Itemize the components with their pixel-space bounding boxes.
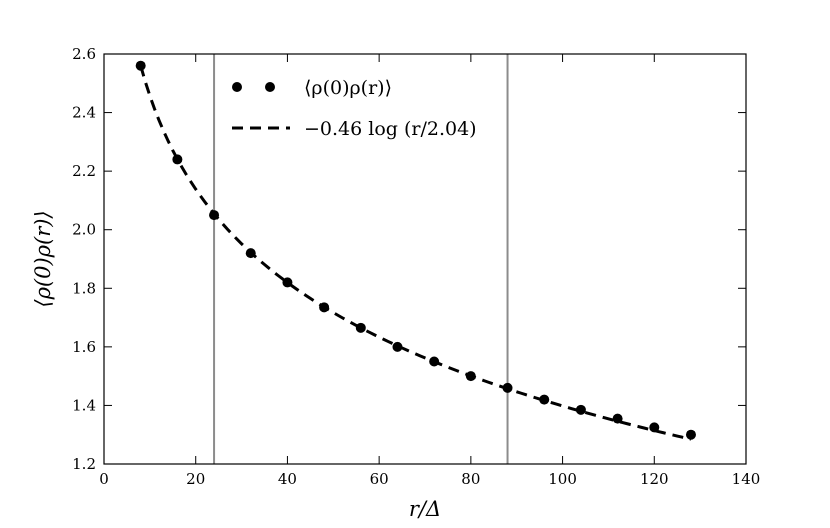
plot-frame [103,53,747,465]
data-point-2 [209,210,220,221]
y-tick-label-3: 1.8 [72,279,96,297]
fit-curve [139,65,692,441]
ticks-layer [103,53,747,465]
data-point-15 [685,429,696,440]
data-point-11 [539,394,550,405]
data-point-10 [502,382,513,393]
legend-label-fit: −0.46 log (r/2.04) [304,118,477,140]
data-point-13 [612,413,623,424]
data-point-1 [172,154,183,165]
x-axis-label: r/Δ [409,497,441,521]
data-point-7 [392,341,403,352]
data-point-4 [282,277,293,288]
fit-curve-layer [139,65,692,441]
x-tick-label-0: 0 [99,470,109,488]
x-tick-label-3: 60 [370,470,389,488]
vertical-lines [213,54,509,464]
legend: ⟨ρ(0)ρ(r)⟩ −0.46 log (r/2.04) [232,77,477,140]
data-point-6 [355,322,366,333]
data-points-layer [135,60,696,440]
y-tick-label-0: 1.2 [72,455,96,473]
y-axis-label: ⟨ρ(0)ρ(r)⟩ [31,210,55,307]
y-tick-label-1: 1.4 [72,396,96,414]
data-point-8 [429,356,440,367]
data-point-9 [465,371,476,382]
x-tick-label-2: 40 [278,470,297,488]
legend-marker-1 [232,82,242,92]
x-tick-label-6: 120 [640,470,669,488]
data-point-5 [319,302,330,313]
x-tick-label-7: 140 [732,470,761,488]
data-point-0 [135,60,146,71]
y-tick-label-6: 2.4 [72,104,96,122]
x-tick-label-1: 20 [186,470,205,488]
data-point-12 [575,404,586,415]
tick-labels-layer: 0 20 40 60 80 100 120 140 1.2 1.4 1.6 1.8 2.0 2.2 2.4 2… [72,45,760,488]
legend-marker-2 [265,82,275,92]
y-tick-label-2: 1.6 [72,338,96,356]
y-tick-label-5: 2.2 [72,162,96,180]
data-point-3 [245,248,256,259]
y-tick-label-4: 2.0 [72,221,96,239]
legend-label-data: ⟨ρ(0)ρ(r)⟩ [304,77,392,99]
x-tick-label-4: 80 [461,470,480,488]
x-tick-label-5: 100 [548,470,577,488]
y-tick-label-7: 2.6 [72,45,96,63]
data-point-14 [649,422,660,433]
